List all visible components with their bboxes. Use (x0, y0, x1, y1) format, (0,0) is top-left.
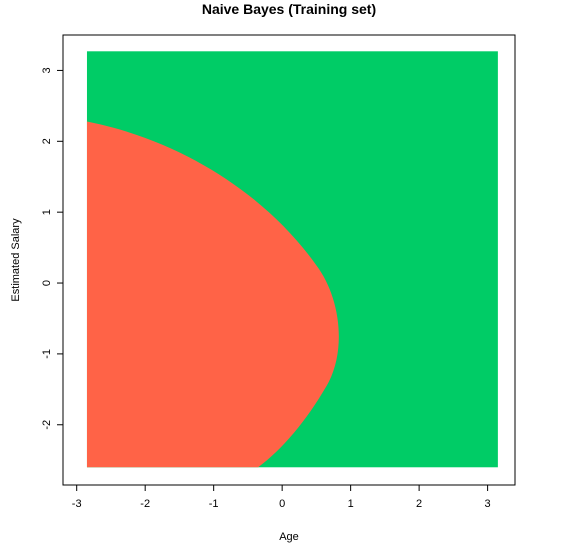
y-tick-label: -1 (41, 349, 53, 359)
x-axis-label: Age (279, 531, 299, 543)
x-tick-label: 0 (279, 498, 285, 510)
x-tick-label: -2 (140, 498, 150, 510)
x-tick-label: -1 (209, 498, 219, 510)
y-tick-label: 0 (41, 280, 53, 286)
x-tick-label: 2 (416, 498, 422, 510)
x-tick-label: 1 (348, 498, 354, 510)
y-tick-label: 1 (41, 209, 53, 215)
y-tick-label: -2 (41, 420, 53, 430)
y-tick-label: 2 (41, 138, 53, 144)
region-class-0 (86, 121, 339, 468)
y-axis-label: Estimated Salary (10, 218, 22, 302)
y-tick-label: 3 (41, 67, 53, 73)
x-tick-label: 3 (485, 498, 491, 510)
plot-frame (62, 34, 516, 486)
decision-regions (86, 51, 498, 468)
chart-title: Naive Bayes (Training set) (202, 1, 376, 17)
x-tick-label: -3 (72, 498, 82, 510)
y-axis: -2 -1 0 1 2 3 (41, 67, 63, 430)
x-axis: -3 -2 -1 0 1 2 3 (72, 485, 491, 510)
